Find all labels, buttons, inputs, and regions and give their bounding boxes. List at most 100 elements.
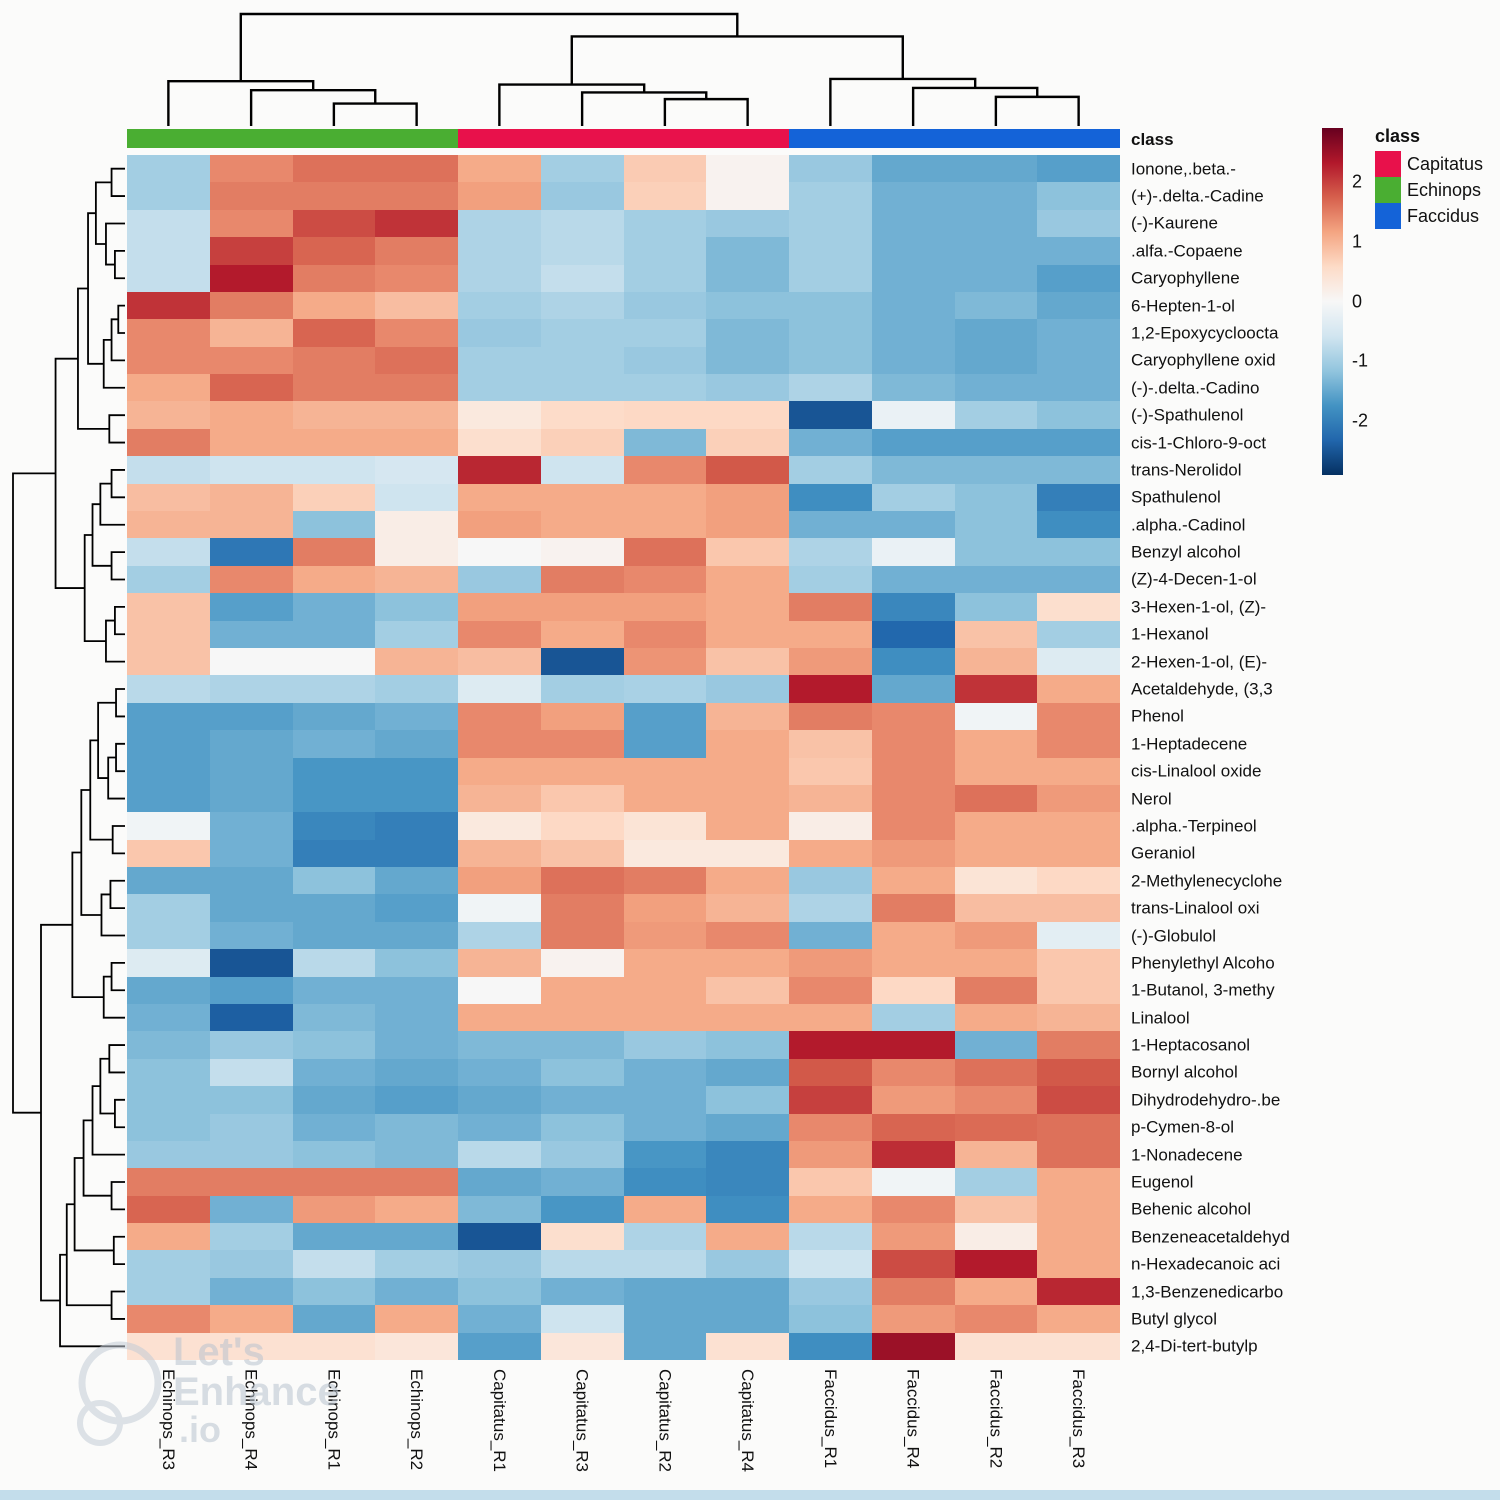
- heatmap-cell: [1037, 264, 1120, 292]
- dendrogram-branch: [82, 1119, 112, 1197]
- heatmap-cell: [789, 1140, 872, 1169]
- heatmap-cell: [375, 593, 458, 621]
- heatmap-cell: [706, 319, 789, 347]
- heatmap-cell: [540, 319, 624, 347]
- dendrogram-branch: [100, 893, 125, 937]
- heatmap-cell: [292, 291, 376, 320]
- heatmap-cell: [127, 565, 210, 594]
- heatmap-cell: [292, 867, 376, 895]
- heatmap-cell: [706, 620, 789, 648]
- heatmap-cell: [127, 757, 210, 785]
- heatmap-cell: [1037, 894, 1120, 922]
- heatmap-cell: [623, 1168, 707, 1196]
- heatmap-cell: [706, 155, 789, 183]
- heatmap-cell: [209, 593, 293, 621]
- row-label: p-Cymen-8-ol: [1131, 1117, 1234, 1137]
- heatmap-cell: [706, 921, 789, 950]
- heatmap-cell: [871, 401, 955, 429]
- heatmap-cell: [375, 346, 458, 375]
- heatmap-cell: [871, 1250, 955, 1278]
- heatmap-cell: [540, 264, 624, 292]
- heatmap-cell: [789, 976, 872, 1004]
- heatmap-cell: [706, 511, 789, 539]
- heatmap-cell: [623, 1031, 707, 1059]
- heatmap-cell: [292, 949, 376, 977]
- heatmap-cell: [209, 1305, 293, 1333]
- heatmap-cell: [292, 237, 376, 265]
- row-label: 1-Hexanol: [1131, 624, 1209, 644]
- heatmap-cell: [127, 593, 210, 621]
- heatmap-cell: [209, 182, 293, 210]
- heatmap-cell: [127, 1250, 210, 1278]
- heatmap-cell: [458, 1003, 541, 1032]
- heatmap-cell: [127, 1086, 210, 1114]
- colorbar-ticks: 2 1 0 -1 -2: [1352, 128, 1392, 475]
- heatmap-cell: [458, 730, 541, 758]
- heatmap-cell: [292, 319, 376, 347]
- heatmap-cell: [706, 1058, 789, 1087]
- column-label: Capitatus_R1: [489, 1369, 509, 1473]
- heatmap-cell: [789, 867, 872, 895]
- dendrogram-branch: [498, 83, 646, 126]
- heatmap-cell: [127, 1168, 210, 1196]
- heatmap-cell: [209, 237, 293, 265]
- heatmap-cell: [954, 1168, 1038, 1196]
- heatmap-cell: [871, 784, 955, 813]
- heatmap-cell: [458, 538, 541, 566]
- dendrogram-branch: [91, 503, 112, 567]
- row-label: Geraniol: [1131, 843, 1196, 863]
- heatmap-cell: [458, 456, 541, 484]
- column-label: Echinops_R3: [158, 1369, 178, 1471]
- heatmap-cell: [623, 949, 707, 977]
- heatmap-cell: [458, 155, 541, 183]
- heatmap-cell: [458, 237, 541, 265]
- heatmap-cell: [954, 428, 1038, 457]
- heatmap-cell: [706, 1031, 789, 1059]
- heatmap-cell: [540, 1140, 624, 1169]
- heatmap-cell: [789, 456, 872, 484]
- heatmap-cell: [127, 209, 210, 238]
- heatmap-cell: [789, 483, 872, 512]
- heatmap-cell: [540, 921, 624, 950]
- heatmap-cell: [954, 593, 1038, 621]
- heatmap-cell: [209, 155, 293, 183]
- heatmap-cell: [954, 1195, 1038, 1224]
- heatmap-cell: [292, 1223, 376, 1251]
- dendrogram-branch: [110, 1181, 125, 1211]
- heatmap-cell: [540, 894, 624, 922]
- heatmap-cell: [127, 1277, 210, 1306]
- heatmap-cell: [458, 346, 541, 375]
- heatmap-cell: [1037, 1113, 1120, 1141]
- heatmap-cell: [540, 483, 624, 512]
- heatmap-cell: [954, 1113, 1038, 1141]
- heatmap-cell: [789, 702, 872, 731]
- heatmap-cell: [127, 949, 210, 977]
- heatmap-cell: [1037, 675, 1120, 703]
- heatmap-cell: [292, 839, 376, 868]
- heatmap-cell: [954, 456, 1038, 484]
- heatmap-cell: [706, 702, 789, 731]
- heatmap-cell: [458, 1195, 541, 1224]
- heatmap-cell: [292, 456, 376, 484]
- heatmap-cell: [209, 839, 293, 868]
- heatmap-cell: [209, 538, 293, 566]
- heatmap-cell: [292, 921, 376, 950]
- heatmap-cell: [458, 428, 541, 457]
- heatmap-cell: [375, 1223, 458, 1251]
- heatmap-cell: [789, 1058, 872, 1087]
- heatmap-cell: [458, 1113, 541, 1141]
- heatmap-cell: [540, 237, 624, 265]
- heatmap-cell: [127, 1003, 210, 1032]
- legend-entries: Capitatus Echinops Faccidus: [1375, 151, 1483, 229]
- heatmap-cell: [375, 757, 458, 785]
- column-labels: Echinops_R3 Echinops_R4 Echinops_R1 Echinop…: [127, 1369, 1120, 1497]
- dendrogram-branch: [110, 961, 125, 992]
- heatmap-cell: [623, 647, 707, 676]
- heatmap-cell: [871, 1031, 955, 1059]
- heatmap-cell: [954, 565, 1038, 594]
- heatmap-cell: [209, 1223, 293, 1251]
- row-label: 1,2-Epoxycycloocta: [1131, 323, 1279, 343]
- dendrogram-branch: [115, 688, 125, 718]
- heatmap-cell: [127, 1113, 210, 1141]
- heatmap-cell: [706, 812, 789, 840]
